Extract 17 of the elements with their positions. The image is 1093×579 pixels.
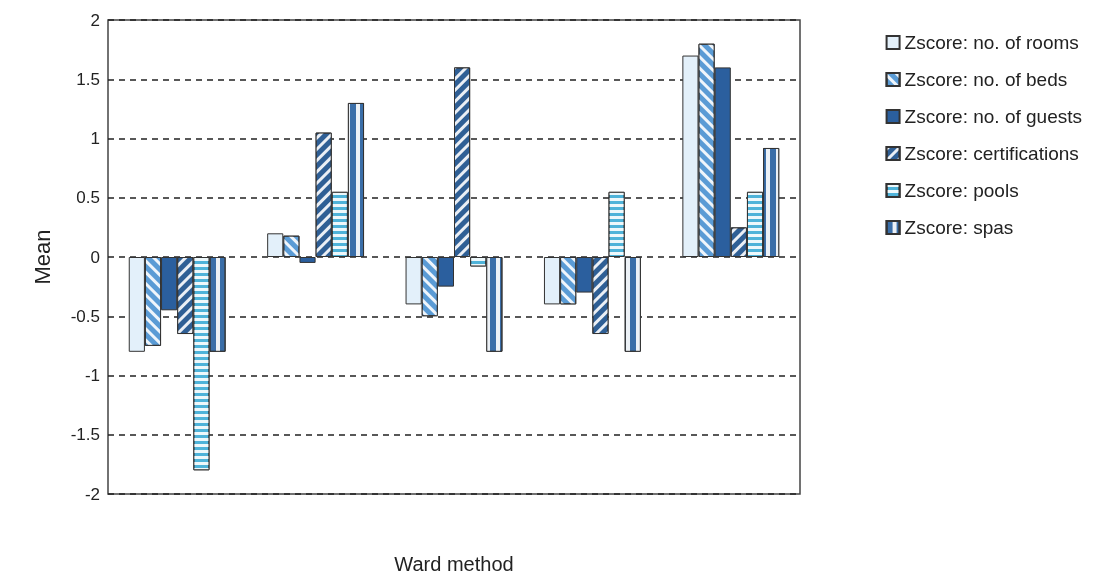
x-axis-title: Ward method <box>394 553 514 575</box>
legend-label: Zscore: spas <box>904 217 1014 238</box>
y-tick-label: 1.5 <box>76 69 100 89</box>
legend-label: Zscore: no. of guests <box>904 106 1082 127</box>
y-tick-label: 0 <box>90 247 100 267</box>
y-tick-label: -1.5 <box>70 425 100 445</box>
y-tick-label: 2 <box>90 10 100 30</box>
y-tick-label: -1 <box>84 366 100 385</box>
y-tick-label: -0.5 <box>70 306 100 326</box>
y-tick-label: -2 <box>84 484 100 504</box>
y-tick-label: 0.5 <box>76 188 100 208</box>
legend-label: Zscore: pools <box>904 180 1019 201</box>
legend-label: Zscore: no. of beds <box>904 69 1068 90</box>
y-axis-title: Mean <box>29 229 55 285</box>
y-tick-label: 1 <box>90 129 100 148</box>
legend-label: Zscore: certifications <box>904 143 1079 164</box>
legend-label: Zscore: no. of rooms <box>904 32 1079 53</box>
